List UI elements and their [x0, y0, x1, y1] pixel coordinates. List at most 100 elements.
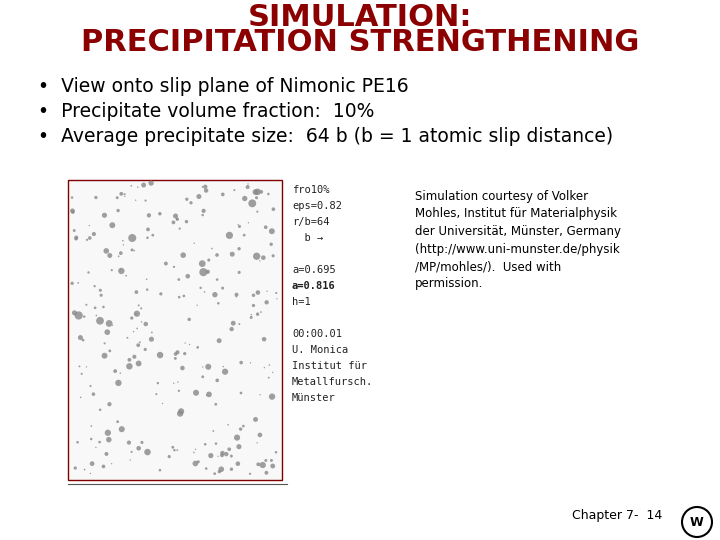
Point — [141, 285, 153, 294]
Point — [206, 244, 217, 253]
Point — [198, 206, 210, 215]
Text: r/b=64: r/b=64 — [292, 217, 330, 227]
Point — [235, 425, 246, 434]
Point — [126, 314, 138, 322]
Point — [120, 272, 132, 280]
Point — [124, 355, 135, 364]
Point — [99, 352, 110, 360]
Point — [190, 388, 202, 397]
Text: 00:00.01: 00:00.01 — [292, 329, 342, 339]
Point — [94, 438, 105, 447]
Point — [220, 450, 232, 458]
Point — [250, 188, 261, 197]
Point — [85, 382, 96, 390]
Point — [233, 220, 244, 229]
Point — [85, 469, 96, 478]
Point — [134, 338, 145, 347]
Point — [104, 400, 115, 408]
Point — [176, 364, 188, 373]
Point — [168, 218, 179, 227]
Point — [168, 446, 180, 455]
Point — [141, 275, 153, 284]
Point — [173, 275, 184, 284]
Point — [89, 282, 100, 291]
Point — [254, 390, 266, 399]
Point — [176, 407, 187, 416]
Point — [213, 336, 225, 345]
Point — [209, 469, 220, 478]
Point — [174, 293, 185, 301]
Point — [199, 288, 210, 296]
Text: Simulation courtesy of Volker
Mohles, Institut für Materialphysik
der Universitä: Simulation courtesy of Volker Mohles, In… — [415, 190, 621, 291]
Point — [154, 350, 166, 359]
Text: Institut für: Institut für — [292, 361, 367, 371]
Text: Metallfursch.: Metallfursch. — [292, 377, 373, 387]
Point — [99, 211, 110, 220]
Point — [101, 450, 112, 458]
Point — [271, 294, 283, 303]
Point — [199, 183, 211, 191]
Point — [216, 451, 228, 460]
Point — [199, 440, 211, 449]
Point — [86, 435, 97, 443]
Point — [150, 390, 162, 399]
Point — [86, 422, 97, 430]
Point — [217, 284, 228, 293]
Point — [113, 252, 125, 261]
Point — [71, 233, 82, 242]
Point — [112, 206, 124, 215]
Point — [73, 311, 84, 320]
Point — [102, 428, 114, 437]
Point — [81, 235, 93, 244]
Point — [98, 302, 109, 311]
Point — [211, 251, 222, 259]
Point — [90, 193, 102, 202]
Point — [73, 362, 85, 370]
Point — [233, 320, 245, 328]
Point — [136, 318, 148, 326]
Point — [266, 456, 277, 465]
Text: b →: b → — [292, 233, 323, 243]
Point — [99, 339, 110, 348]
Point — [168, 262, 180, 271]
Point — [81, 300, 92, 309]
Text: h=1: h=1 — [292, 297, 311, 307]
Point — [135, 304, 147, 313]
Point — [192, 343, 204, 352]
Point — [261, 468, 272, 477]
Point — [143, 211, 155, 220]
Point — [104, 347, 116, 355]
Point — [123, 438, 135, 447]
Point — [242, 183, 253, 191]
Point — [88, 390, 99, 399]
Point — [163, 453, 175, 461]
Point — [115, 249, 127, 258]
Point — [258, 253, 269, 262]
Point — [173, 387, 184, 395]
Point — [252, 310, 264, 319]
Point — [233, 442, 245, 451]
Point — [172, 348, 184, 356]
Point — [174, 224, 186, 233]
Point — [217, 449, 228, 457]
Point — [102, 328, 113, 336]
Point — [242, 180, 253, 188]
Point — [231, 433, 243, 442]
Point — [181, 195, 192, 204]
Point — [225, 452, 237, 461]
Point — [217, 190, 228, 199]
Point — [197, 259, 208, 268]
Point — [264, 361, 275, 369]
Point — [235, 389, 247, 397]
Text: •  Precipitate volume fraction:  10%: • Precipitate volume fraction: 10% — [38, 102, 374, 121]
Point — [103, 435, 114, 444]
Point — [84, 234, 96, 242]
Point — [142, 233, 153, 242]
Text: W: W — [690, 516, 704, 530]
Text: Chapter 7-  14: Chapter 7- 14 — [572, 509, 662, 522]
Point — [143, 225, 154, 234]
Point — [184, 315, 195, 323]
Point — [71, 234, 82, 243]
Point — [224, 231, 235, 240]
Point — [140, 345, 151, 354]
